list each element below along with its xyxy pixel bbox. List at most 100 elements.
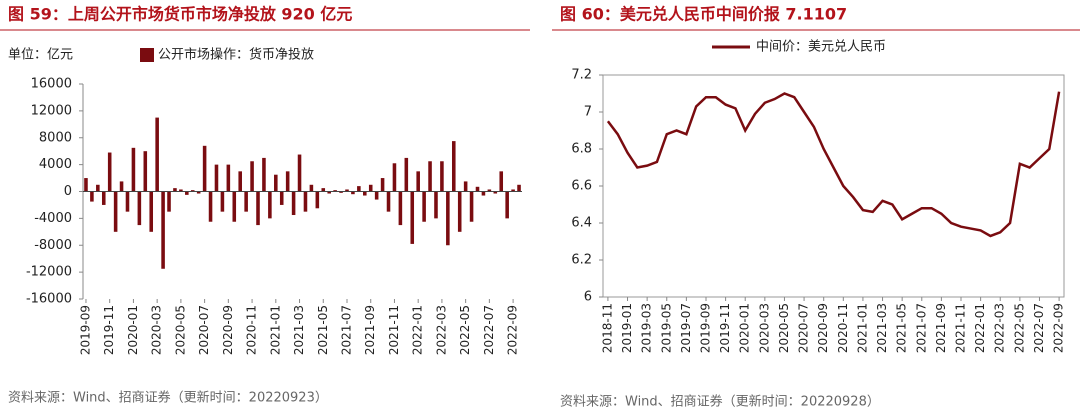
- y-tick-label: 7: [584, 105, 592, 120]
- x-tick-label: 2020-03: [757, 303, 771, 353]
- bar: [303, 191, 308, 212]
- bar: [363, 191, 367, 196]
- source: 资料来源：Wind、招商证券（更新时间：20220928）: [560, 394, 880, 410]
- bar: [90, 191, 94, 202]
- bar: [113, 191, 118, 232]
- x-tick-label: 2021-01: [268, 305, 282, 355]
- x-tick-label: 2022-01: [973, 303, 987, 353]
- x-tick-label: 2020-09: [816, 303, 830, 353]
- y-tick-label: 6.2: [571, 253, 592, 268]
- bar: [250, 161, 254, 192]
- bar: [244, 191, 248, 212]
- bar: [125, 191, 130, 212]
- bar: [339, 191, 343, 193]
- bar: [285, 171, 290, 192]
- unit-label: 单位：亿元: [8, 48, 73, 63]
- x-tick-label: 2021-11: [954, 303, 968, 353]
- y-tick-label: -16000: [26, 292, 72, 307]
- bar: [345, 189, 349, 192]
- bar: [84, 178, 88, 192]
- bar: [499, 171, 504, 192]
- x-tick-label: 2020-07: [797, 303, 811, 353]
- legend-swatch: [140, 48, 154, 62]
- y-tick-label: -4000: [34, 211, 72, 226]
- y-tick-label: -8000: [34, 238, 72, 253]
- bar: [309, 184, 314, 192]
- x-tick-label: 2022-09: [506, 305, 520, 355]
- bar: [96, 184, 100, 192]
- plot-frame: [602, 74, 1065, 298]
- x-tick-label: 2022-03: [434, 305, 448, 355]
- bar: [161, 191, 165, 269]
- bar: [238, 171, 242, 192]
- y-tick-label: 8000: [39, 130, 72, 145]
- x-tick-label: 2021-03: [875, 303, 889, 353]
- bar: [101, 191, 106, 205]
- bar: [137, 191, 142, 226]
- x-tick-label: 2019-09: [78, 305, 92, 355]
- bar: [434, 191, 438, 219]
- bar: [256, 191, 260, 226]
- bar: [196, 191, 201, 194]
- bar: [327, 191, 331, 194]
- bar: [226, 164, 231, 192]
- x-tick-label: 2021-05: [316, 305, 330, 355]
- bar: [410, 191, 415, 244]
- x-tick-label: 2020-01: [738, 303, 752, 353]
- x-tick-label: 2021-07: [339, 305, 353, 355]
- bar: [511, 189, 515, 192]
- y-tick-label: 7.2: [571, 68, 592, 83]
- y-tick-label: 6.8: [571, 142, 592, 157]
- bar: [374, 191, 379, 200]
- x-tick-label: 2021-01: [855, 303, 869, 353]
- bar: [220, 191, 225, 212]
- bar: [451, 141, 456, 192]
- bar: [469, 191, 474, 222]
- y-tick-label: 4000: [39, 157, 72, 172]
- x-tick-label: 2020-11: [836, 303, 850, 353]
- bar: [190, 190, 195, 192]
- x-tick-label: 2019-11: [102, 305, 116, 355]
- x-tick-label: 2021-09: [363, 305, 377, 355]
- bar: [457, 191, 462, 232]
- bar: [463, 181, 468, 192]
- y-tick-label: 0: [64, 184, 72, 199]
- bar: [185, 191, 189, 195]
- x-tick-label: 2021-07: [914, 303, 928, 353]
- bar: [262, 157, 266, 192]
- bar: [232, 191, 237, 222]
- y-tick-label: 16000: [31, 77, 72, 92]
- x-tick-label: 2019-05: [659, 303, 673, 353]
- x-tick-label: 2022-07: [482, 305, 496, 355]
- chart-title: 图 60：美元兑人民币中间价报 7.1107: [560, 5, 847, 24]
- bar: [131, 147, 136, 192]
- bar: [333, 190, 337, 192]
- bar: [107, 152, 112, 192]
- x-tick-label: 2021-11: [387, 305, 401, 355]
- bar: [291, 191, 296, 216]
- bar: [487, 189, 492, 192]
- x-tick-label: 2022-03: [993, 303, 1007, 353]
- bar: [380, 178, 385, 192]
- bar: [351, 191, 355, 195]
- y-tick-label: 6.6: [571, 179, 592, 194]
- x-tick-label: 2022-07: [1032, 303, 1046, 353]
- bar: [202, 145, 207, 192]
- bar: [297, 154, 302, 192]
- bar: [268, 191, 272, 219]
- chart-title: 图 59：上周公开市场货币市场净投放 920 亿元: [8, 5, 352, 24]
- bar: [386, 191, 391, 212]
- x-tick-label: 2019-07: [679, 303, 693, 353]
- bar: [475, 186, 480, 192]
- bar: [279, 191, 284, 205]
- x-tick-label: 2020-03: [150, 305, 164, 355]
- bar: [398, 191, 403, 226]
- y-tick-label: -12000: [26, 265, 72, 280]
- bar: [179, 189, 183, 192]
- bar: [416, 171, 420, 192]
- x-tick-label: 2020-05: [777, 303, 791, 353]
- x-tick-label: 2019-01: [620, 303, 634, 353]
- line: [606, 91, 1061, 238]
- bar: [481, 191, 486, 196]
- x-tick-label: 2022-09: [1052, 303, 1066, 353]
